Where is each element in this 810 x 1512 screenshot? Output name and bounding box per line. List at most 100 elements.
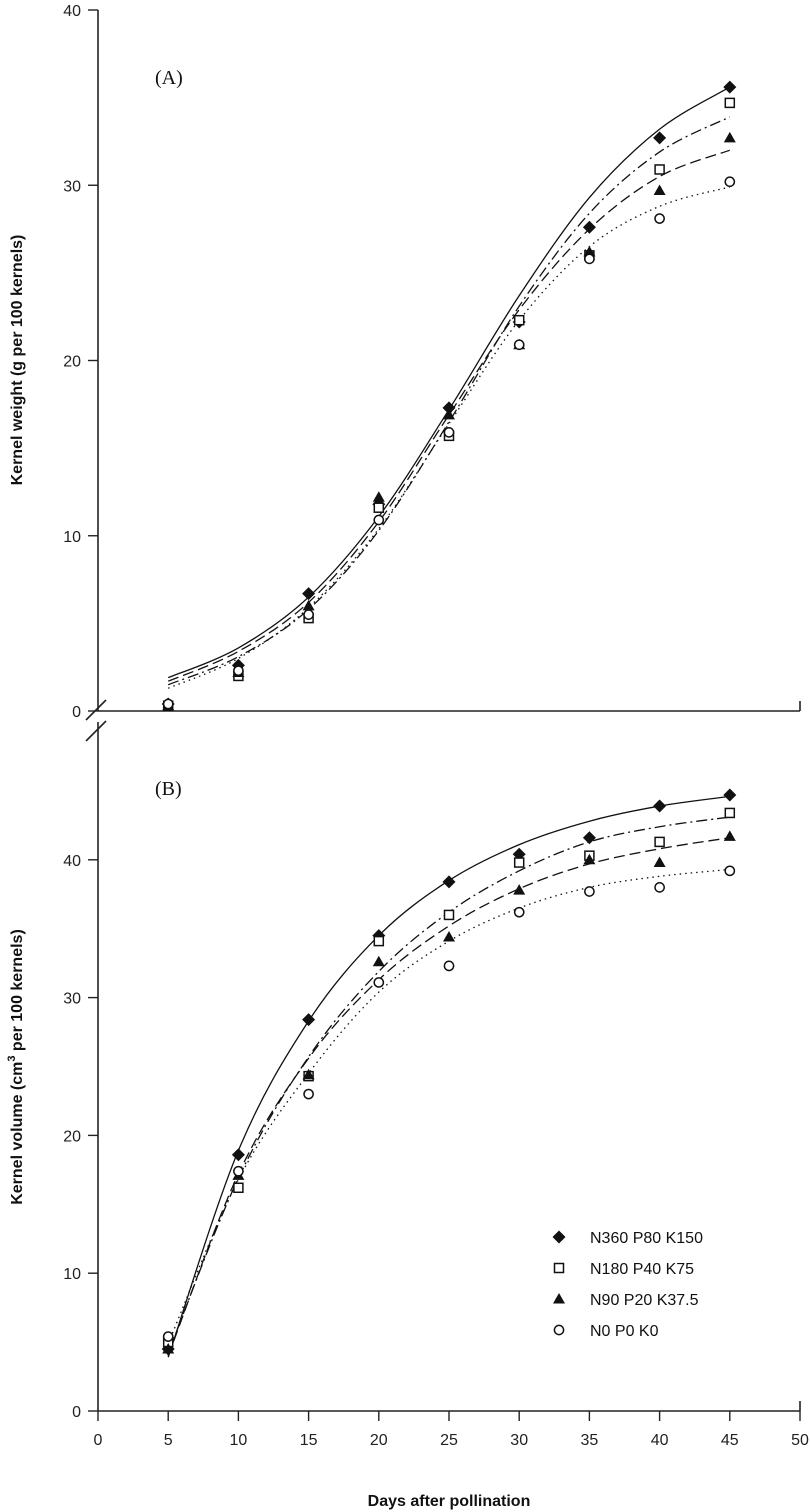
data-point-square xyxy=(724,807,736,819)
data-point-square xyxy=(373,502,385,513)
data-point-diamond xyxy=(723,80,737,94)
data-point-triangle xyxy=(513,884,526,895)
data-point-triangle xyxy=(302,599,315,611)
x-tick-label: 15 xyxy=(300,1432,318,1449)
legend-item: N360 P80 K150 xyxy=(552,1230,703,1247)
legend-label: N360 P80 K150 xyxy=(590,1230,703,1247)
x-tick-label: 30 xyxy=(510,1432,528,1449)
data-point-circle xyxy=(513,906,525,918)
legend-item: N0 P0 K0 xyxy=(553,1323,659,1340)
series-triangle xyxy=(162,131,736,711)
x-tick-label: 25 xyxy=(440,1432,458,1449)
data-point-diamond xyxy=(442,401,456,415)
data-point-triangle xyxy=(372,955,385,967)
panel-b: 0 10 20 30 40 0 5 10 15 20 25 30 35 40 45 50 (B) xyxy=(63,722,809,1449)
data-point-triangle xyxy=(723,131,736,143)
data-point-square xyxy=(654,164,665,175)
y-axis-title-b: Kernel volume (cm3 per 100 kernels) xyxy=(6,929,26,1205)
data-point-square xyxy=(513,314,525,326)
data-point-diamond xyxy=(723,788,737,802)
data-point-diamond xyxy=(582,220,596,234)
fit-curve-triangle xyxy=(167,149,731,682)
legend-marker-square xyxy=(553,1262,565,1274)
data-point-triangle xyxy=(162,1342,175,1354)
legend-label: N180 P40 K75 xyxy=(590,1261,694,1278)
x-tick-label: 40 xyxy=(651,1432,669,1449)
data-point-circle xyxy=(443,960,455,972)
legend-marker-triangle xyxy=(553,1293,565,1304)
data-point-square xyxy=(443,909,455,921)
data-point-square xyxy=(654,836,665,848)
fit-curve-diamond xyxy=(167,86,731,679)
x-tick-label: 35 xyxy=(581,1432,599,1449)
data-point-diamond xyxy=(302,1013,316,1027)
y-tick-label: 10 xyxy=(63,1266,81,1283)
data-point-triangle xyxy=(443,930,455,942)
data-point-circle xyxy=(373,977,385,988)
axis-titles: Kernel weight (g per 100 kernels) Kernel … xyxy=(6,235,530,1510)
data-point-triangle xyxy=(583,853,596,865)
data-point-diamond xyxy=(302,587,316,601)
x-tick-label: 20 xyxy=(370,1432,388,1449)
data-point-square xyxy=(513,857,525,868)
data-point-circle xyxy=(303,609,314,620)
y-tick-label: 0 xyxy=(72,1404,81,1421)
x-tick-label: 45 xyxy=(721,1432,739,1449)
axis-break-mark xyxy=(85,720,107,742)
data-point-triangle xyxy=(653,856,666,868)
panel-label: (A) xyxy=(155,67,183,89)
fit-curve-circle xyxy=(167,868,730,1344)
data-point-diamond xyxy=(653,799,667,813)
legend-marker-circle xyxy=(553,1324,565,1336)
series-circle xyxy=(162,176,736,710)
data-point-triangle xyxy=(653,184,666,196)
data-point-square xyxy=(724,97,736,109)
legend-label: N90 P20 K37.5 xyxy=(590,1292,699,1309)
data-point-square xyxy=(373,935,385,947)
y-tick-label: 0 xyxy=(72,704,81,721)
data-point-circle xyxy=(513,339,525,351)
data-point-square xyxy=(233,1182,244,1194)
y-tick-label: 10 xyxy=(63,529,81,546)
fit-curve-square xyxy=(167,116,731,686)
series-circle xyxy=(162,865,736,1342)
legend-item: N180 P40 K75 xyxy=(553,1261,694,1278)
legend-marker-diamond xyxy=(552,1230,566,1244)
legend-item: N90 P20 K37.5 xyxy=(553,1292,699,1309)
data-point-circle xyxy=(233,1165,244,1177)
data-point-diamond xyxy=(231,1148,245,1162)
data-point-circle xyxy=(584,886,595,897)
data-point-circle xyxy=(724,176,736,188)
data-point-circle xyxy=(724,865,736,877)
data-point-triangle xyxy=(583,245,596,257)
data-point-circle xyxy=(584,253,595,265)
data-point-triangle xyxy=(723,830,736,841)
y-tick-label: 30 xyxy=(63,178,81,195)
y-tick-label: 40 xyxy=(63,3,81,20)
x-axis-title: Days after pollination xyxy=(368,1493,531,1510)
data-point-circle xyxy=(654,213,665,224)
data-point-diamond xyxy=(582,831,596,845)
data-point-circle xyxy=(233,665,244,677)
x-tick-label: 10 xyxy=(230,1432,248,1449)
data-point-circle xyxy=(373,514,385,526)
data-point-diamond xyxy=(442,875,456,889)
panel-label: (B) xyxy=(155,778,182,800)
panel-a: 0 10 20 30 40 (A) xyxy=(63,3,801,742)
data-point-triangle xyxy=(443,408,455,420)
legend-label: N0 P0 K0 xyxy=(590,1323,659,1340)
data-point-circle xyxy=(162,698,174,710)
series-diamond xyxy=(161,80,737,711)
y-tick-label: 40 xyxy=(63,853,81,870)
x-tick-label: 50 xyxy=(791,1432,809,1449)
data-point-triangle xyxy=(372,491,385,502)
series-triangle xyxy=(162,830,736,1354)
fit-curve-square xyxy=(167,816,730,1354)
data-point-triangle xyxy=(302,1068,315,1080)
data-point-circle xyxy=(654,882,665,893)
data-point-circle xyxy=(303,1088,314,1100)
y-tick-label: 20 xyxy=(63,354,81,371)
data-point-circle xyxy=(443,427,455,438)
legend: N360 P80 K150 N180 P40 K75 N90 P20 K37.5 N0… xyxy=(552,1230,703,1340)
